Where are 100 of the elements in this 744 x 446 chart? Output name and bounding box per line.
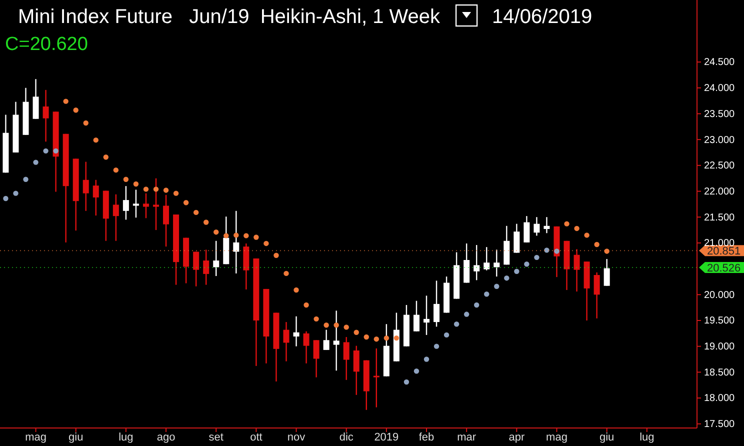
candlestick (243, 242, 250, 290)
candlestick (132, 189, 139, 218)
point (544, 248, 550, 253)
point (304, 302, 309, 308)
point (564, 221, 570, 226)
point (254, 234, 259, 240)
point (113, 167, 119, 173)
candlestick (474, 244, 480, 281)
y-tick-label: 23.500 (704, 108, 736, 120)
y-tick-label: 24.500 (704, 57, 736, 68)
point (274, 252, 279, 258)
candlestick (163, 194, 170, 248)
x-tick-label: mag (25, 432, 46, 444)
point (514, 268, 520, 274)
point (474, 302, 480, 308)
x-tick-label: mar (457, 432, 476, 444)
candlestick (484, 246, 490, 271)
candlestick (534, 216, 540, 236)
x-tick-label: mag (546, 432, 568, 444)
candlestick (122, 185, 129, 220)
point (193, 210, 199, 216)
x-tick-label: giu (599, 432, 614, 444)
x-tick-label: ago (156, 432, 176, 444)
candlestick (203, 249, 210, 286)
point (123, 176, 129, 182)
point (524, 262, 530, 267)
candlestick (32, 78, 39, 120)
candlestick (313, 340, 320, 378)
point (494, 284, 500, 289)
point (604, 248, 610, 254)
point (394, 335, 400, 341)
candlestick (193, 251, 200, 287)
point (234, 232, 239, 238)
point (374, 336, 380, 342)
point (344, 324, 349, 330)
point (13, 190, 18, 196)
candlestick (112, 194, 119, 242)
point (244, 233, 249, 238)
point (444, 332, 450, 338)
point (404, 379, 410, 385)
point (424, 356, 430, 362)
point (53, 148, 58, 154)
point (153, 186, 159, 192)
candlestick (213, 240, 220, 277)
candlestick (494, 249, 500, 278)
point (143, 186, 149, 192)
point (224, 233, 229, 238)
candlestick (424, 295, 430, 336)
point (504, 275, 510, 281)
candlestick (514, 223, 520, 254)
point (574, 226, 580, 232)
point (534, 254, 540, 260)
candlestick (594, 272, 600, 320)
x-tick-label: apr (508, 432, 525, 444)
point (133, 181, 139, 187)
x-tick-label: 2019 (374, 432, 399, 444)
y-tick-label: 19.000 (704, 342, 736, 353)
ref-line-label: 20.526 (707, 262, 741, 274)
candlestick (153, 178, 159, 231)
candlestick (574, 248, 580, 292)
candlestick (413, 300, 420, 332)
point (414, 368, 420, 374)
candlestick (544, 216, 550, 234)
x-tick-label: giu (68, 432, 84, 444)
y-tick-label: 21.500 (704, 212, 736, 224)
point (264, 240, 269, 246)
point (294, 287, 299, 293)
chart-title: Mini Index Future Jun/19 Heikin-Ashi, 1 Week (18, 6, 442, 28)
candlestick (343, 336, 350, 381)
candlestick (283, 321, 290, 362)
x-tick-label: dic (339, 432, 354, 444)
y-tick-label: 22.500 (704, 160, 736, 172)
x-tick-label: nov (287, 432, 306, 444)
candlestick (434, 280, 440, 328)
x-tick-label: ott (250, 432, 262, 444)
point (93, 137, 98, 143)
point (454, 322, 460, 327)
point (23, 176, 28, 182)
x-tick-label: lug (118, 432, 134, 444)
point (3, 196, 8, 202)
point (63, 98, 68, 104)
y-tick-label: 22.000 (704, 186, 736, 198)
y-tick-label: 23.000 (704, 134, 736, 146)
point (103, 154, 109, 160)
candlestick (333, 310, 340, 372)
y-tick-label: 18.500 (704, 367, 736, 378)
point (334, 322, 339, 328)
point (364, 334, 369, 340)
point (434, 344, 440, 349)
point (584, 232, 590, 238)
point (43, 148, 48, 154)
candlestick (42, 89, 49, 142)
candlestick (233, 210, 240, 274)
point (324, 322, 329, 328)
y-tick-label: 19.500 (704, 316, 736, 327)
point (314, 316, 319, 322)
point (384, 335, 390, 341)
point (464, 312, 470, 317)
x-tick-label: lug (640, 432, 654, 444)
point (214, 229, 219, 235)
